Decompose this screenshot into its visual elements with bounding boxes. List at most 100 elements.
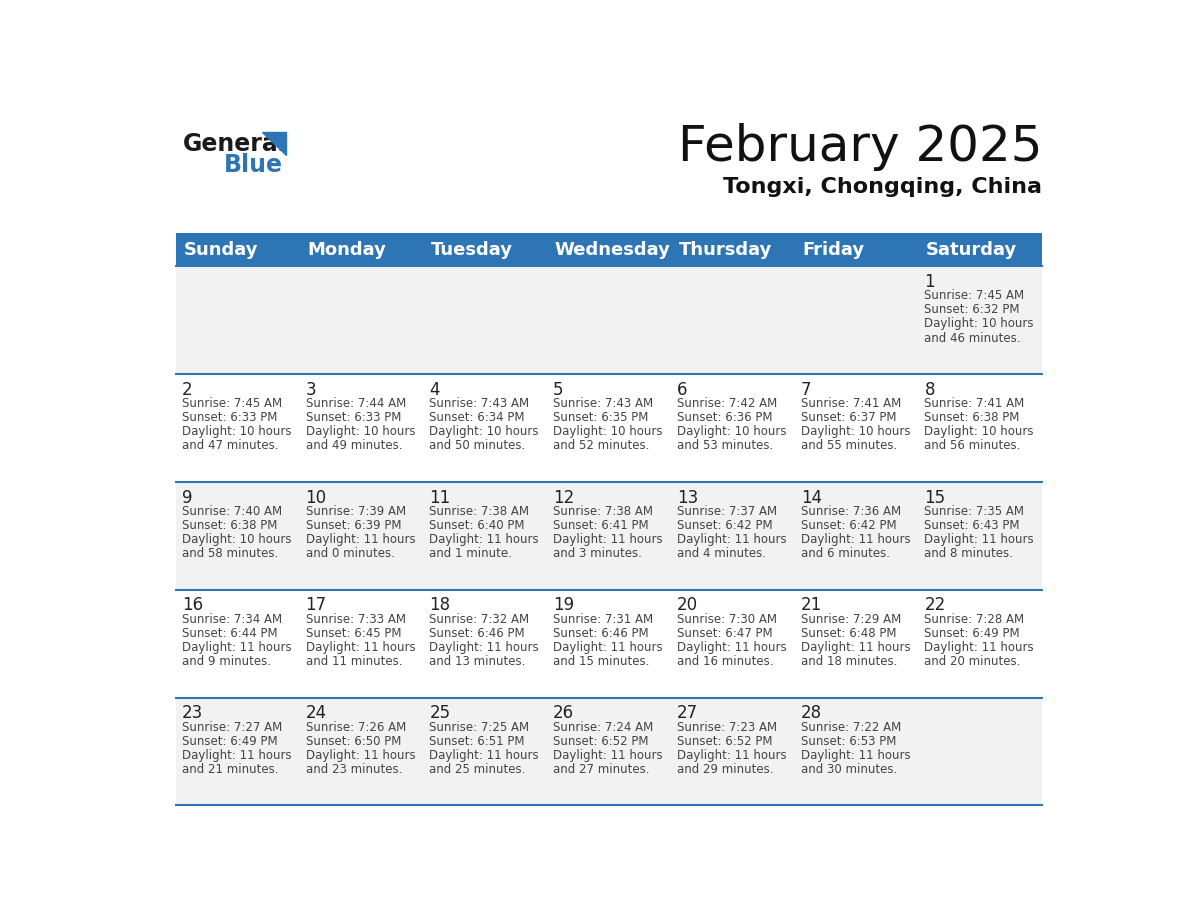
Text: Sunrise: 7:35 AM: Sunrise: 7:35 AM: [924, 505, 1024, 518]
Text: Daylight: 10 hours: Daylight: 10 hours: [554, 425, 663, 438]
Text: Friday: Friday: [802, 241, 865, 259]
Text: and 52 minutes.: and 52 minutes.: [554, 440, 650, 453]
Text: Sunrise: 7:44 AM: Sunrise: 7:44 AM: [305, 397, 406, 409]
Text: Daylight: 10 hours: Daylight: 10 hours: [429, 425, 539, 438]
Text: Thursday: Thursday: [678, 241, 772, 259]
Text: and 23 minutes.: and 23 minutes.: [305, 764, 402, 777]
Text: Daylight: 11 hours: Daylight: 11 hours: [554, 641, 663, 655]
Text: Tuesday: Tuesday: [431, 241, 513, 259]
Text: Sunrise: 7:43 AM: Sunrise: 7:43 AM: [554, 397, 653, 409]
Text: and 20 minutes.: and 20 minutes.: [924, 655, 1020, 668]
Text: and 4 minutes.: and 4 minutes.: [677, 547, 766, 561]
Text: and 13 minutes.: and 13 minutes.: [429, 655, 526, 668]
Text: Wednesday: Wednesday: [555, 241, 670, 259]
Text: Sunrise: 7:41 AM: Sunrise: 7:41 AM: [801, 397, 901, 409]
Text: Sunset: 6:40 PM: Sunset: 6:40 PM: [429, 519, 525, 532]
Text: Sunset: 6:46 PM: Sunset: 6:46 PM: [554, 627, 649, 640]
Text: Sunrise: 7:40 AM: Sunrise: 7:40 AM: [182, 505, 282, 518]
Text: Daylight: 10 hours: Daylight: 10 hours: [924, 318, 1034, 330]
Text: 4: 4: [429, 381, 440, 398]
Text: and 6 minutes.: and 6 minutes.: [801, 547, 890, 561]
Text: 5: 5: [554, 381, 563, 398]
Text: Sunset: 6:41 PM: Sunset: 6:41 PM: [554, 519, 649, 532]
Text: Sunrise: 7:38 AM: Sunrise: 7:38 AM: [429, 505, 530, 518]
Bar: [176, 698, 1042, 805]
Text: 15: 15: [924, 488, 946, 507]
Text: Sunrise: 7:30 AM: Sunrise: 7:30 AM: [677, 612, 777, 626]
Text: 2: 2: [182, 381, 192, 398]
Polygon shape: [263, 131, 285, 155]
Text: 27: 27: [677, 704, 699, 722]
Text: Sunset: 6:51 PM: Sunset: 6:51 PM: [429, 735, 525, 748]
Text: Sunrise: 7:36 AM: Sunrise: 7:36 AM: [801, 505, 901, 518]
Text: Sunset: 6:42 PM: Sunset: 6:42 PM: [801, 519, 896, 532]
Text: Sunrise: 7:39 AM: Sunrise: 7:39 AM: [305, 505, 406, 518]
Text: Sunset: 6:50 PM: Sunset: 6:50 PM: [305, 735, 402, 748]
Text: and 53 minutes.: and 53 minutes.: [677, 440, 773, 453]
Text: Sunset: 6:49 PM: Sunset: 6:49 PM: [182, 735, 278, 748]
Text: and 29 minutes.: and 29 minutes.: [677, 764, 773, 777]
Text: Sunset: 6:38 PM: Sunset: 6:38 PM: [182, 519, 277, 532]
Text: and 55 minutes.: and 55 minutes.: [801, 440, 897, 453]
Text: Sunset: 6:34 PM: Sunset: 6:34 PM: [429, 411, 525, 424]
Text: 22: 22: [924, 597, 946, 614]
Text: Daylight: 11 hours: Daylight: 11 hours: [677, 533, 786, 546]
Text: Sunrise: 7:28 AM: Sunrise: 7:28 AM: [924, 612, 1024, 626]
Text: Sunset: 6:53 PM: Sunset: 6:53 PM: [801, 735, 896, 748]
Text: Sunset: 6:36 PM: Sunset: 6:36 PM: [677, 411, 772, 424]
Text: Sunset: 6:35 PM: Sunset: 6:35 PM: [554, 411, 649, 424]
Text: Sunset: 6:32 PM: Sunset: 6:32 PM: [924, 303, 1020, 316]
Text: Sunrise: 7:24 AM: Sunrise: 7:24 AM: [554, 721, 653, 733]
Text: 10: 10: [305, 488, 327, 507]
Text: Daylight: 11 hours: Daylight: 11 hours: [182, 749, 291, 762]
Text: Sunrise: 7:22 AM: Sunrise: 7:22 AM: [801, 721, 901, 733]
Text: Daylight: 11 hours: Daylight: 11 hours: [554, 749, 663, 762]
Text: Sunset: 6:37 PM: Sunset: 6:37 PM: [801, 411, 896, 424]
Text: and 49 minutes.: and 49 minutes.: [305, 440, 402, 453]
Bar: [176, 374, 1042, 482]
Text: Sunset: 6:39 PM: Sunset: 6:39 PM: [305, 519, 402, 532]
Text: and 46 minutes.: and 46 minutes.: [924, 331, 1020, 344]
Text: Daylight: 11 hours: Daylight: 11 hours: [305, 641, 416, 655]
Text: Sunset: 6:33 PM: Sunset: 6:33 PM: [305, 411, 402, 424]
Text: Saturday: Saturday: [927, 241, 1017, 259]
Text: 19: 19: [554, 597, 574, 614]
Text: and 30 minutes.: and 30 minutes.: [801, 764, 897, 777]
Text: 3: 3: [305, 381, 316, 398]
Text: Daylight: 11 hours: Daylight: 11 hours: [924, 533, 1034, 546]
Text: Sunrise: 7:37 AM: Sunrise: 7:37 AM: [677, 505, 777, 518]
Text: Sunset: 6:52 PM: Sunset: 6:52 PM: [554, 735, 649, 748]
Text: Daylight: 11 hours: Daylight: 11 hours: [677, 749, 786, 762]
Text: Daylight: 11 hours: Daylight: 11 hours: [429, 641, 539, 655]
Text: Monday: Monday: [308, 241, 386, 259]
Text: 18: 18: [429, 597, 450, 614]
Text: and 0 minutes.: and 0 minutes.: [305, 547, 394, 561]
Text: 11: 11: [429, 488, 450, 507]
Text: Sunset: 6:38 PM: Sunset: 6:38 PM: [924, 411, 1019, 424]
Text: Sunset: 6:42 PM: Sunset: 6:42 PM: [677, 519, 772, 532]
Text: Sunset: 6:47 PM: Sunset: 6:47 PM: [677, 627, 772, 640]
Text: Daylight: 10 hours: Daylight: 10 hours: [801, 425, 910, 438]
Text: and 8 minutes.: and 8 minutes.: [924, 547, 1013, 561]
Text: Sunday: Sunday: [183, 241, 258, 259]
Text: Daylight: 10 hours: Daylight: 10 hours: [677, 425, 786, 438]
Text: 9: 9: [182, 488, 192, 507]
Text: Blue: Blue: [223, 152, 283, 176]
Text: Daylight: 10 hours: Daylight: 10 hours: [924, 425, 1034, 438]
Text: 25: 25: [429, 704, 450, 722]
Text: Sunset: 6:33 PM: Sunset: 6:33 PM: [182, 411, 277, 424]
Bar: [176, 265, 1042, 374]
Text: Daylight: 11 hours: Daylight: 11 hours: [801, 533, 910, 546]
Text: and 47 minutes.: and 47 minutes.: [182, 440, 278, 453]
Text: 14: 14: [801, 488, 822, 507]
Bar: [176, 589, 1042, 698]
Text: Sunrise: 7:38 AM: Sunrise: 7:38 AM: [554, 505, 653, 518]
Text: Daylight: 11 hours: Daylight: 11 hours: [924, 641, 1034, 655]
Text: Sunset: 6:48 PM: Sunset: 6:48 PM: [801, 627, 896, 640]
Text: 26: 26: [554, 704, 574, 722]
Text: and 27 minutes.: and 27 minutes.: [554, 764, 650, 777]
Text: 17: 17: [305, 597, 327, 614]
Text: Sunrise: 7:42 AM: Sunrise: 7:42 AM: [677, 397, 777, 409]
Text: and 58 minutes.: and 58 minutes.: [182, 547, 278, 561]
Text: 7: 7: [801, 381, 811, 398]
